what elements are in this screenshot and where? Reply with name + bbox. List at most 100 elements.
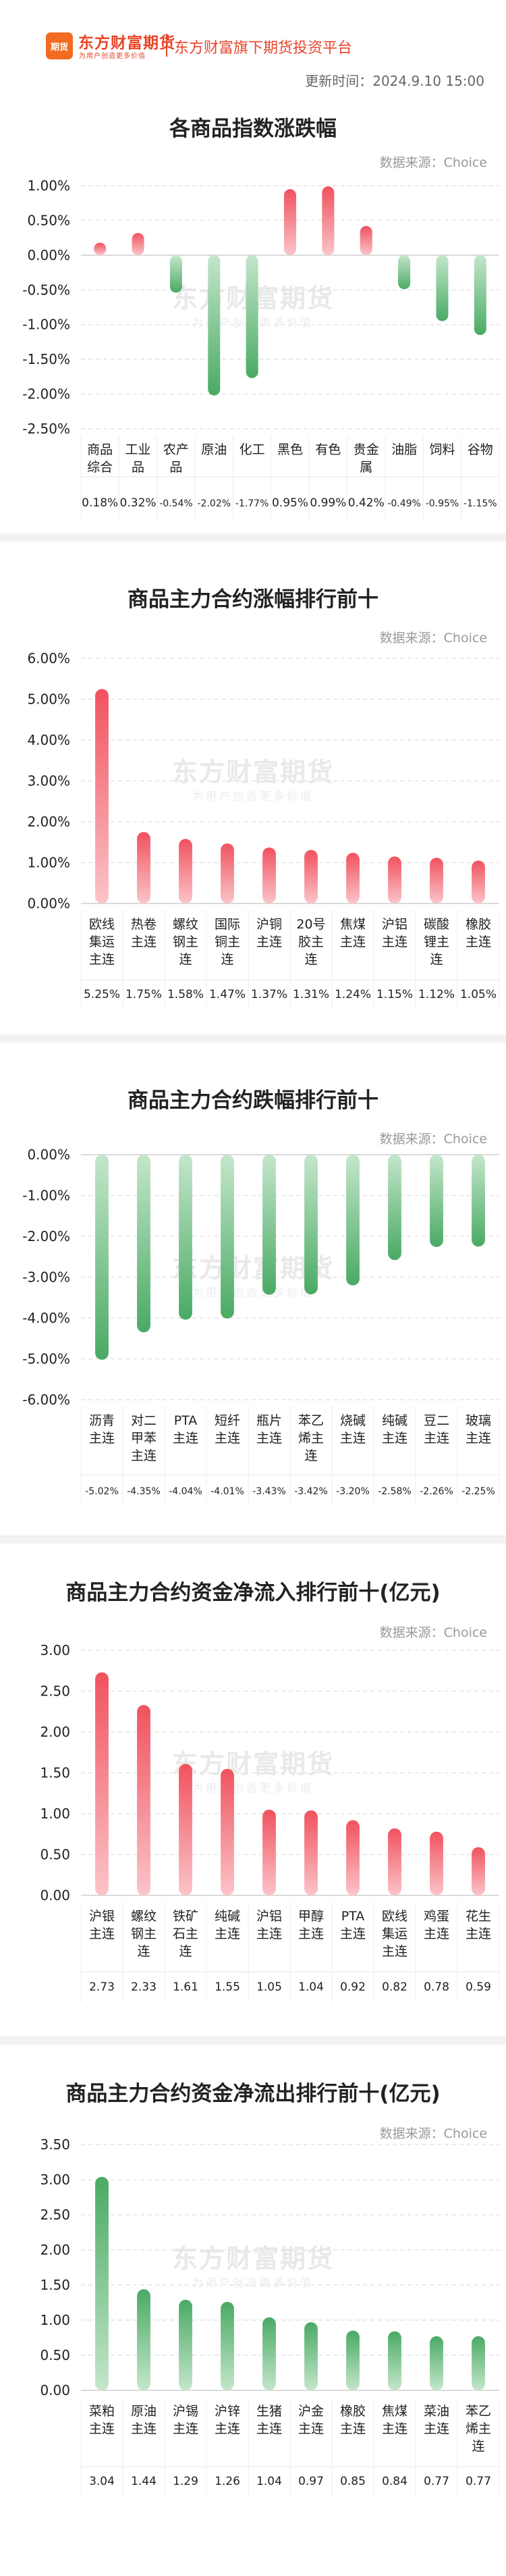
category-label: 农产 [163,442,189,457]
category-label: 主连 [256,1431,282,1446]
y-tick-label: -1.00% [22,1188,70,1204]
y-tick-label: 4.00% [27,732,70,748]
category-label: 烧碱 [340,1413,366,1428]
category-label: PTA [174,1413,198,1428]
category-label: 主连 [89,2421,115,2436]
value-label: 0.85 [340,2475,366,2488]
value-label: -1.15% [463,498,497,509]
chart-title: 商品主力合约资金净流出排行前十(亿元) [65,2082,441,2106]
category-label: 欧线 [89,917,115,932]
category-label: 集运 [382,1926,407,1941]
y-tick-label: 1.00 [40,1806,70,1822]
category-label: 对二 [131,1413,157,1428]
y-tick-label: 0.00 [40,1887,70,1903]
watermark-text: 东方财富期货 [172,757,334,787]
value-label: 1.05% [460,988,497,1001]
value-label: -4.35% [127,1486,161,1497]
y-tick-label: 1.00% [27,855,70,871]
category-label: 沪铜 [256,917,282,932]
y-tick-label: -6.00% [22,1392,70,1408]
data-source-label: 数据来源：Choice [379,2126,487,2141]
y-tick-label: -2.00% [22,1228,70,1244]
category-label: 纯碱 [215,1909,240,1924]
y-tick-label: 2.00% [27,814,70,830]
value-label: 1.61 [173,1980,198,1994]
category-label: 连 [472,2439,484,2454]
category-label: 品 [169,460,182,475]
y-tick-label: 0.00% [27,247,70,263]
y-tick-label: -3.00% [22,1269,70,1286]
section-divider [0,533,506,542]
category-label: 连 [221,952,233,967]
y-tick-label: 3.00% [27,773,70,789]
category-label: 沪锡 [173,2404,198,2419]
data-source-label: 数据来源：Choice [379,631,487,646]
y-tick-label: 1.50 [40,2277,70,2293]
category-label: 油脂 [391,442,417,457]
category-label: 橡胶 [340,2404,366,2419]
y-tick-label: 1.00% [27,178,70,194]
category-label: 菜油 [424,2404,449,2419]
section-divider [0,1034,506,1043]
brand-divider [166,34,167,57]
value-label: -4.01% [210,1486,244,1497]
y-tick-label: -1.50% [22,351,70,367]
category-label: 鸡蛋 [424,1909,449,1924]
brand-slogan: 为用户创造更多价值 [79,53,146,60]
data-source-label: 数据来源：Choice [379,1132,487,1147]
watermark-text: 东方财富期货 [172,1749,334,1779]
category-label: 主连 [298,1926,324,1941]
value-label: 0.42% [348,496,385,510]
category-label: 玻璃 [466,1413,491,1428]
category-label: 欧线 [382,1909,407,1924]
value-label: 2.73 [89,1980,115,1994]
value-label: -0.54% [159,498,193,509]
category-label: 主连 [340,935,366,949]
category-label: 主连 [173,2421,198,2436]
category-label: 主连 [131,2421,157,2436]
category-label: 主连 [215,1926,240,1941]
y-tick-label: 1.00 [40,2312,70,2328]
bar-index: 油脂 -0.49% [398,255,411,290]
category-label: 铜主 [215,935,240,949]
bar-index: 谷物 -1.15% [474,255,486,336]
value-label: 0.97 [298,2475,324,2488]
data-source-label: 数据来源：Choice [379,155,487,170]
category-label: 花生 [466,1909,491,1924]
platform-tagline: 东方财富旗下期货投资平台 [174,40,353,57]
value-label: 0.84 [382,2475,407,2488]
category-label: 主连 [256,2421,282,2436]
category-label: 甲醇 [298,1909,324,1924]
category-label: 沪金 [298,2404,324,2419]
bar-index: 贵金属 0.42% [360,226,372,255]
category-label: 饲料 [429,442,455,457]
category-label: 化工 [240,442,265,457]
category-label: 工业 [125,442,151,457]
category-label: 主连 [256,1926,282,1941]
bar-index: 原油 -2.02% [208,255,221,396]
y-tick-label: 0.00 [40,2382,70,2398]
category-label: 主连 [424,2421,449,2436]
y-tick-label: 0.50 [40,1847,70,1863]
value-label: -2.26% [420,1486,453,1497]
bar-index: 农产品 -0.54% [169,255,182,293]
category-label: 烯主 [466,2421,491,2436]
category-label: 沪银 [89,1909,115,1924]
